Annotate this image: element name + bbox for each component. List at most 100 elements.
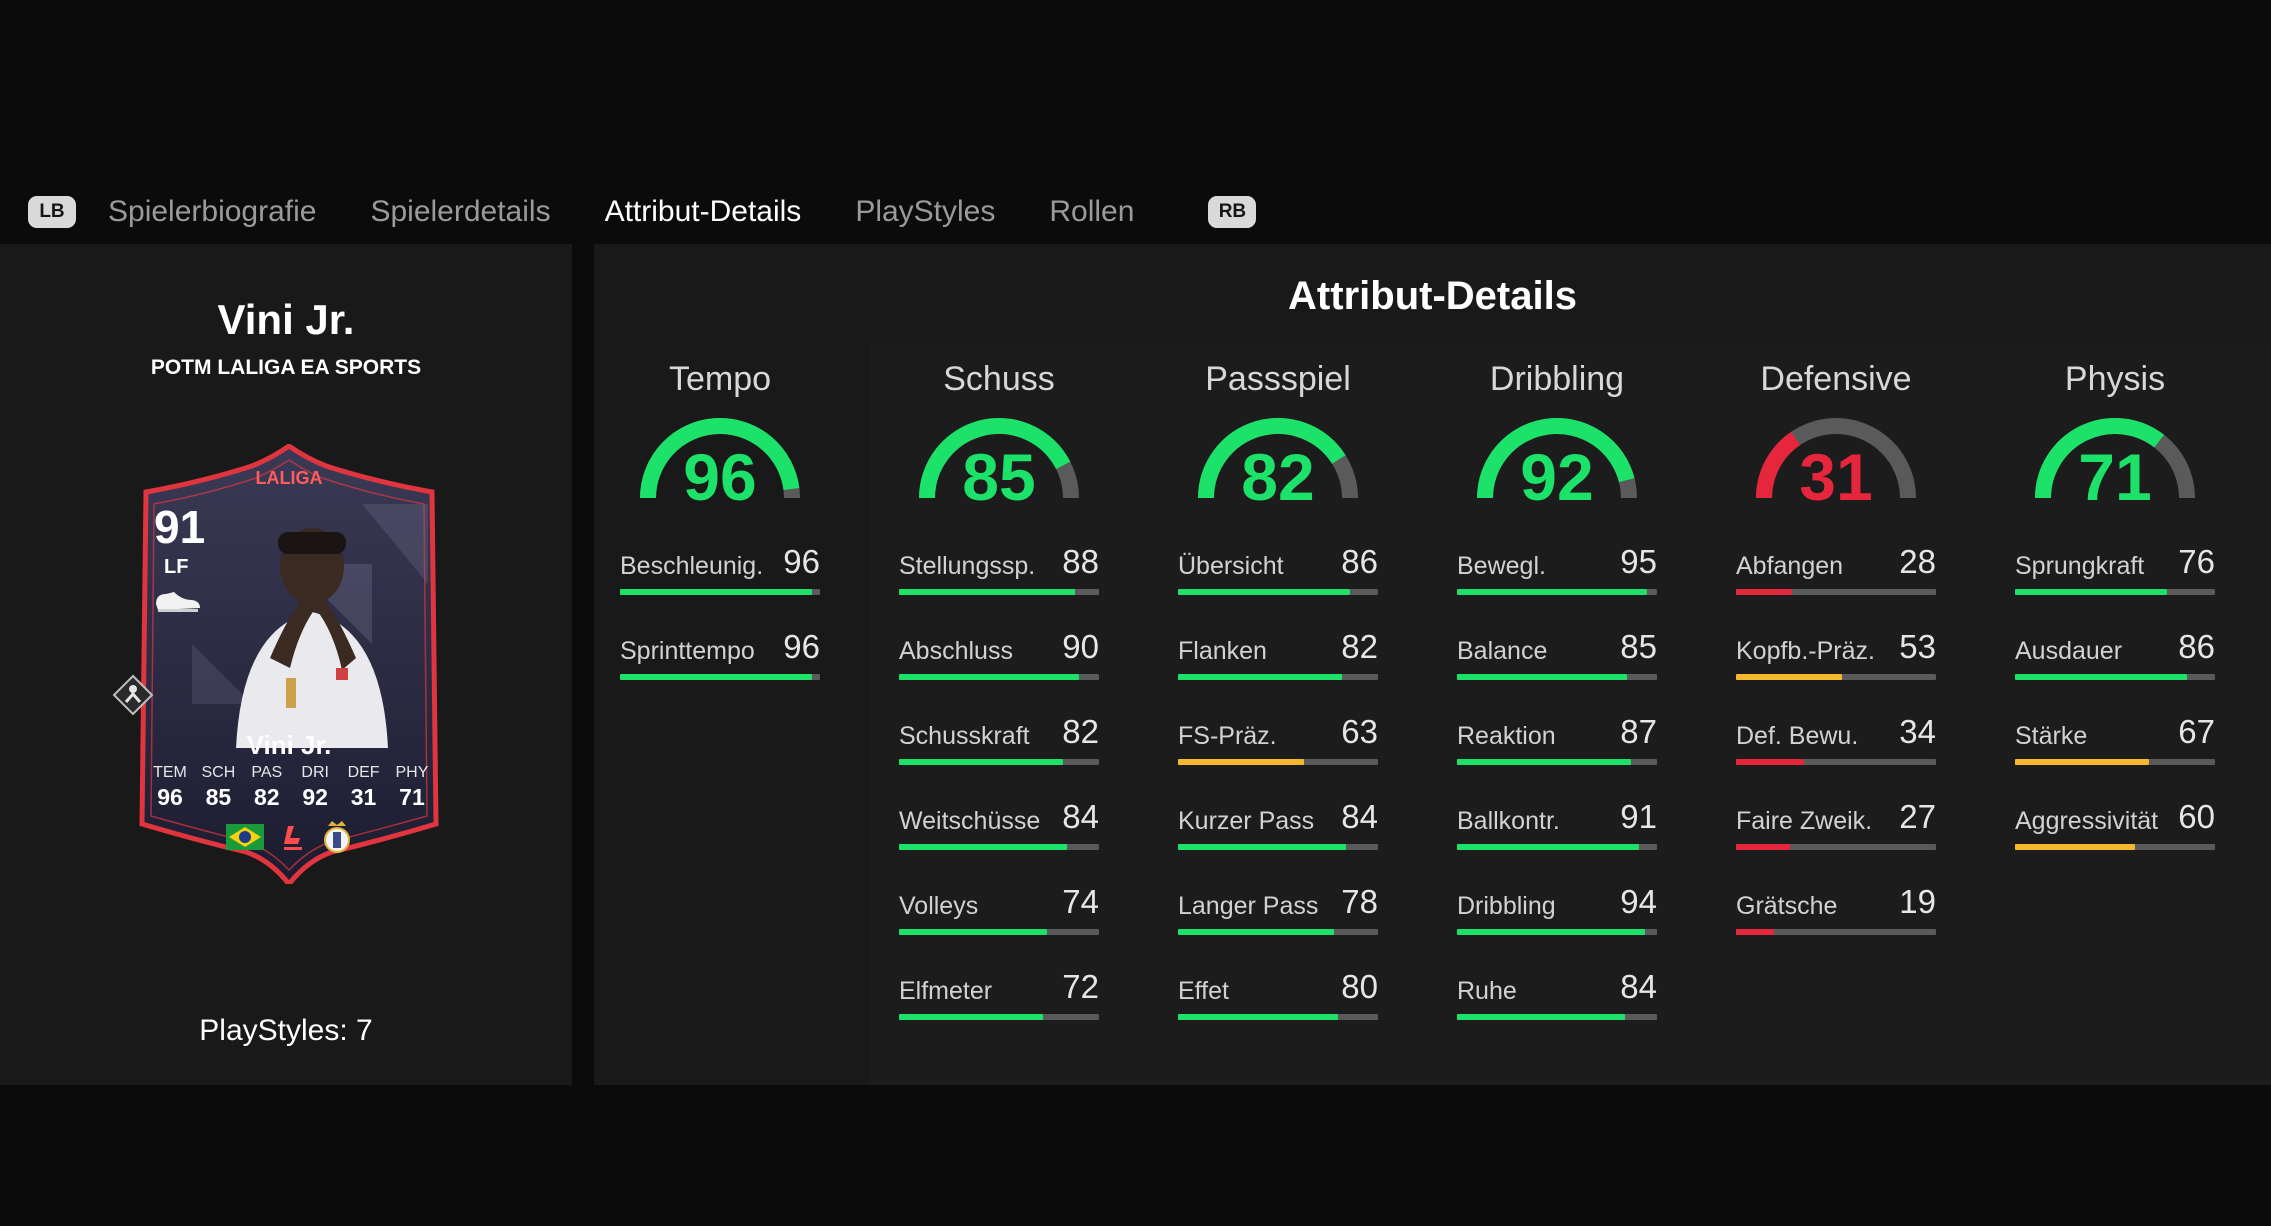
stat-row: Balance 85 [1457, 624, 1657, 666]
stat-value: 82 [1062, 713, 1099, 750]
stat-bar [899, 844, 1099, 850]
stat-item[interactable]: Stellungssp. 88 [899, 539, 1099, 624]
stat-item[interactable]: Stärke 67 [2015, 709, 2215, 794]
tab-spielerdetails[interactable]: Spielerdetails [370, 195, 551, 228]
card-stat-value: 71 [399, 784, 425, 810]
stat-value: 82 [1341, 628, 1378, 665]
stat-row: Abfangen 28 [1736, 539, 1936, 581]
stat-bar [1736, 844, 1936, 850]
stat-item[interactable]: Bewegl. 95 [1457, 539, 1657, 624]
card-stat-label: PAS [251, 764, 283, 781]
stat-item[interactable]: Sprinttempo 96 [620, 624, 820, 709]
stat-label: Kurzer Pass [1178, 807, 1315, 835]
tab-attribut-details[interactable]: Attribut-Details [604, 195, 802, 228]
stat-item[interactable]: Kurzer Pass 84 [1178, 794, 1378, 879]
stat-label: Volleys [899, 892, 979, 920]
lb-button[interactable]: LB [28, 196, 76, 228]
stat-item[interactable]: Abfangen 28 [1736, 539, 1936, 624]
category-dribbling: Dribbling 92 Bewegl. 95 Balance 85 [1457, 360, 1657, 1049]
stat-bar [1457, 589, 1657, 595]
stat-row: Dribbling 94 [1457, 879, 1657, 921]
stat-bar-fill [1736, 589, 1792, 595]
stat-item[interactable]: Langer Pass 78 [1178, 879, 1378, 964]
stat-item[interactable]: Sprungkraft 76 [2015, 539, 2215, 624]
stat-row: Ballkontr. 91 [1457, 794, 1657, 836]
card-stat-label: DEF [347, 764, 380, 781]
stat-bar-fill [1178, 844, 1346, 850]
stat-bar-fill [899, 759, 1063, 765]
category-score: 31 [1799, 440, 1873, 514]
stat-row: Def. Bewu. 34 [1736, 709, 1936, 751]
player-subtitle: POTM LALIGA EA SPORTS [150, 356, 422, 379]
panel-title: Attribut-Details [1288, 274, 1577, 318]
stat-item[interactable]: Ruhe 84 [1457, 964, 1657, 1049]
stat-item[interactable]: FS-Präz. 63 [1178, 709, 1378, 794]
card-stat-value: 31 [350, 784, 377, 810]
player-card[interactable]: LALIGA 91 LF Vini Jr. TEM 96 [112, 444, 446, 884]
stat-bar-fill [899, 844, 1067, 850]
stat-bar-fill [1736, 929, 1774, 935]
tab-playstyles[interactable]: PlayStyles [855, 195, 996, 228]
stat-item[interactable]: Def. Bewu. 34 [1736, 709, 1936, 794]
card-stat-value: 85 [205, 784, 232, 810]
stat-bar-fill [2015, 674, 2187, 680]
tab-spielerbiografie[interactable]: Spielerbiografie [108, 195, 317, 228]
stat-bar-fill [899, 589, 1075, 595]
stat-value: 87 [1620, 713, 1657, 750]
stat-item[interactable]: Effet 80 [1178, 964, 1378, 1049]
stat-value: 84 [1062, 798, 1099, 835]
card-position: LF [164, 556, 189, 578]
playstyles-count: PlayStyles: 7 [199, 1014, 373, 1047]
card-player-name: Vini Jr. [246, 730, 332, 760]
stat-bar-fill [620, 674, 812, 680]
role-badge-icon [112, 674, 154, 716]
stat-label: Abschluss [899, 637, 1013, 665]
stat-item[interactable]: Beschleunig. 96 [620, 539, 820, 624]
stat-item[interactable]: Reaktion 87 [1457, 709, 1657, 794]
stat-item[interactable]: Grätsche 19 [1736, 879, 1936, 964]
stat-value: 53 [1899, 628, 1936, 665]
stat-row: Elfmeter 72 [899, 964, 1099, 1006]
stat-item[interactable]: Schusskraft 82 [899, 709, 1099, 794]
stat-item[interactable]: Ausdauer 86 [2015, 624, 2215, 709]
stat-item[interactable]: Ballkontr. 91 [1457, 794, 1657, 879]
stat-bar-fill [620, 589, 812, 595]
stat-item[interactable]: Volleys 74 [899, 879, 1099, 964]
stat-row: Effet 80 [1178, 964, 1378, 1006]
stat-value: 86 [2178, 628, 2215, 665]
stat-bar [1178, 844, 1378, 850]
stat-bar [1736, 674, 1936, 680]
category-title: Physis [2064, 360, 2166, 398]
card-stat-value: 92 [302, 784, 328, 810]
stat-bar [899, 759, 1099, 765]
stat-item[interactable]: Kopfb.-Präz. 53 [1736, 624, 1936, 709]
category-title: Schuss [943, 360, 1055, 398]
stat-item[interactable]: Elfmeter 72 [899, 964, 1099, 1049]
stat-value: 96 [783, 628, 820, 665]
stat-item[interactable]: Aggressivität 60 [2015, 794, 2215, 879]
stat-value: 94 [1620, 883, 1657, 920]
card-stat: DEF 31 [340, 764, 388, 811]
stat-bar-fill [899, 929, 1047, 935]
tab-rollen[interactable]: Rollen [1049, 195, 1135, 228]
card-stat: SCH 85 [194, 764, 242, 811]
stat-item[interactable]: Weitschüsse 84 [899, 794, 1099, 879]
stat-item[interactable]: Dribbling 94 [1457, 879, 1657, 964]
stat-label: Faire Zweik. [1736, 807, 1873, 835]
stat-item[interactable]: Faire Zweik. 27 [1736, 794, 1936, 879]
stat-item[interactable]: Balance 85 [1457, 624, 1657, 709]
gauge-arc [1198, 418, 1358, 499]
stat-value: 91 [1620, 798, 1657, 835]
rb-button[interactable]: RB [1208, 196, 1257, 228]
stat-row: Grätsche 19 [1736, 879, 1936, 921]
stat-bar-fill [2015, 589, 2167, 595]
stat-item[interactable]: Abschluss 90 [899, 624, 1099, 709]
stat-label: Sprungkraft [2015, 552, 2145, 580]
stat-list: Sprungkraft 76 Ausdauer 86 Stärke 67 [2015, 539, 2215, 879]
stat-value: 27 [1899, 798, 1936, 835]
stat-label: Aggressivität [2015, 807, 2159, 835]
stat-item[interactable]: Übersicht 86 [1178, 539, 1378, 624]
stat-bar [1178, 759, 1378, 765]
stat-label: Reaktion [1457, 722, 1556, 750]
stat-item[interactable]: Flanken 82 [1178, 624, 1378, 709]
